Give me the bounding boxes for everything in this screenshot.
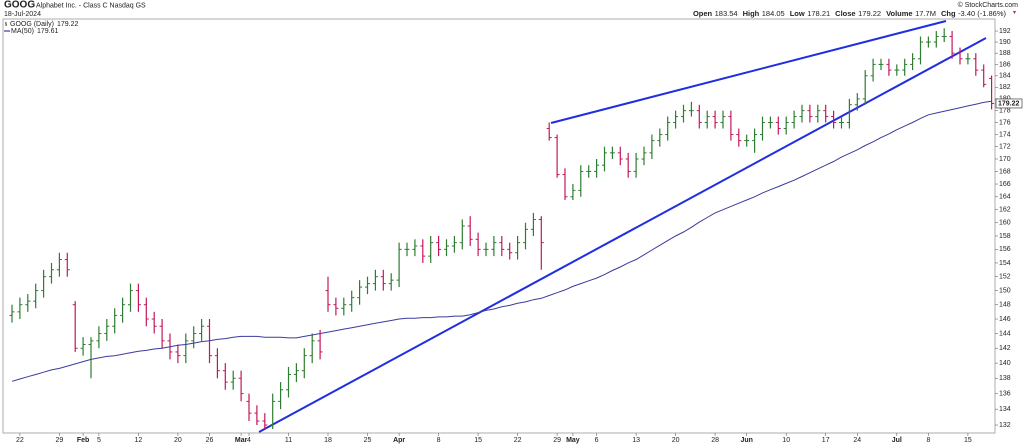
stat-value: 184.05: [762, 9, 785, 18]
ticker: GOOG: [4, 0, 35, 11]
x-tick-label: 8: [926, 437, 930, 444]
x-tick-label: Jul: [892, 437, 902, 444]
legend-value: 179.22: [57, 21, 79, 28]
y-tick-label: 132: [999, 422, 1011, 429]
legend-bar-icon: [5, 22, 7, 26]
y-tick-label: 190: [999, 39, 1011, 46]
y-tick-label: 144: [999, 330, 1011, 337]
x-tick-label: 26: [206, 437, 214, 444]
y-tick-label: 176: [999, 119, 1011, 126]
y-tick-label: 186: [999, 61, 1011, 68]
stat-label: Low: [790, 9, 805, 18]
y-tick-label: 134: [999, 406, 1011, 413]
y-tick-label: 138: [999, 375, 1011, 382]
trend-line-upper: [550, 20, 947, 124]
x-tick-label: 28: [711, 437, 719, 444]
y-tick-label: 192: [999, 28, 1011, 35]
down-arrow: [1013, 11, 1016, 14]
stat-label: Chg: [941, 9, 956, 18]
y-tick-label: 174: [999, 131, 1011, 138]
stats: Open 183.54 High 184.05 Low 178.21 Close 179.22…: [693, 9, 1007, 18]
x-tick-label: 20: [174, 437, 182, 444]
price-box: [995, 98, 1023, 109]
stat-value: 178.21: [807, 9, 830, 18]
y-tick-label: 150: [999, 287, 1011, 294]
x-tick-label: 15: [964, 437, 972, 444]
y-tick-label: 170: [999, 156, 1011, 163]
x-tick-label: 11: [285, 437, 292, 444]
x-tick-label: Jun: [740, 437, 752, 444]
stat-label: Close: [835, 9, 855, 18]
stat-value: -3.40 (-1.86%): [958, 9, 1006, 18]
y-tick-label: 136: [999, 390, 1011, 397]
y-tick-label: 182: [999, 84, 1011, 91]
company: Alphabet Inc. - Class C Nasdaq GS: [36, 2, 146, 9]
x-tick-label: Mar: [235, 437, 248, 444]
y-tick-label: 142: [999, 345, 1011, 352]
x-tick-label: 18: [324, 437, 332, 444]
y-tick-label: 146: [999, 316, 1011, 323]
y-tick-label: 156: [999, 246, 1011, 253]
date: 18-Jul-2024: [4, 11, 41, 18]
x-tick-label: May: [566, 437, 580, 444]
x-tick-label: 15: [474, 437, 482, 444]
x-tick-label: 13: [632, 437, 640, 444]
plot-frame: [2, 18, 996, 434]
x-tick-label: 5: [97, 437, 101, 444]
x-tick-label: 29: [56, 437, 64, 444]
moving-average: [11, 100, 992, 382]
y-tick-label: 178: [999, 107, 1011, 114]
stat-value: 179.22: [858, 9, 881, 18]
y-tick-label: 152: [999, 274, 1011, 281]
y-tick-label: 148: [999, 302, 1011, 309]
x-tick-label: 22: [514, 437, 522, 444]
y-tick-label: 188: [999, 50, 1011, 57]
y-tick-label: 184: [999, 73, 1011, 80]
y-tick-label: 140: [999, 360, 1011, 367]
x-tick-label: 22: [16, 437, 24, 444]
x-tick-label: 6: [595, 437, 599, 444]
copyright: © StockCharts.com: [958, 1, 1019, 9]
x-tick-label: Feb: [77, 437, 89, 444]
stat-value: 183.54: [715, 9, 738, 18]
x-tick-label: 25: [364, 437, 372, 444]
x-tick-label: 10: [782, 437, 790, 444]
x-tick-label: 20: [672, 437, 680, 444]
y-tick-label: 154: [999, 260, 1011, 267]
legend-value: 179.61: [37, 28, 59, 35]
legend-label: MA(50): [11, 28, 34, 35]
y-tick-label: 168: [999, 168, 1011, 175]
x-tick-label: 29: [553, 437, 561, 444]
y-tick-label: 164: [999, 194, 1011, 201]
x-tick-label: 24: [853, 437, 861, 444]
x-tick-label: 12: [135, 437, 143, 444]
y-tick-label: 158: [999, 233, 1011, 240]
y-tick-label: 172: [999, 144, 1011, 151]
x-tick-label: 4: [247, 437, 251, 444]
legend-label: GOOG (Daily): [10, 21, 54, 28]
stat-label: Volume: [886, 9, 913, 18]
x-tick-label: 17: [822, 437, 830, 444]
legend: GOOG (Daily) 179.22 MA(50) 179.61: [4, 21, 78, 35]
price-box-label: 179.22: [998, 100, 1020, 107]
stat-value: 17.7M: [915, 9, 936, 18]
trend-line-lower: [258, 37, 987, 433]
x-tick-label: 8: [437, 437, 441, 444]
y-tick-label: 166: [999, 181, 1011, 188]
stat-label: High: [743, 9, 760, 18]
y-tick-label: 162: [999, 207, 1011, 214]
x-tick-label: Apr: [393, 437, 405, 444]
y-tick-label: 160: [999, 220, 1011, 227]
stat-label: Open: [693, 9, 713, 18]
